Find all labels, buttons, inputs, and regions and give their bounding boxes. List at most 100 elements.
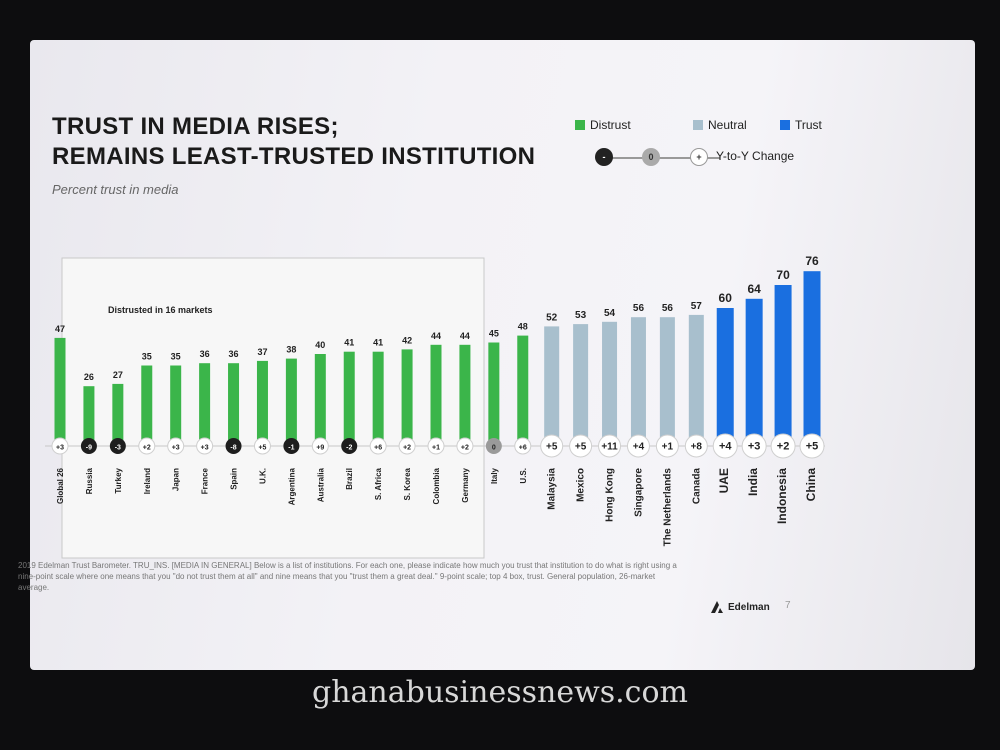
category-label-19: Hong Kong [605, 468, 616, 522]
category-label-6: Spain [230, 468, 239, 490]
bar-19 [602, 321, 618, 446]
footnote: 2019 Edelman Trust Barometer. TRU_INS. [… [18, 561, 677, 592]
category-label-12: S. Korea [403, 467, 412, 500]
yoy-legend-label: Y-to-Y Change [716, 149, 795, 163]
edelman-brand: Edelman [710, 600, 770, 614]
change-circle-11 [369, 437, 387, 455]
category-label-17: Malaysia [547, 468, 558, 510]
category-label-11: S. Africa [374, 467, 383, 500]
value-label-23: 60 [719, 291, 733, 305]
bar-18 [573, 324, 589, 446]
bar-16 [517, 335, 529, 446]
category-labels-group: Global 26 Russia Turkey Ireland Japan France S… [56, 467, 818, 546]
category-label-24: India [746, 468, 760, 496]
bar-12 [401, 349, 413, 446]
change-label-11: +6 [374, 445, 382, 452]
change-label-4: +3 [172, 445, 180, 452]
yoy-negative-circle: - [595, 148, 613, 166]
watermark: ghanabusinessnews.com [312, 675, 688, 710]
change-circle-17 [540, 434, 564, 458]
legend-trust-label: Trust [795, 118, 822, 132]
change-label-9: +9 [316, 445, 324, 452]
category-label-1: Russia [85, 467, 94, 494]
value-label-16: 48 [518, 322, 528, 332]
category-label-3: Ireland [143, 468, 152, 494]
yoy-zero-circle: 0 [642, 148, 660, 166]
value-label-15: 45 [489, 329, 499, 339]
labels-group: 47 26 27 35 35 36 36 37 38 40 41 41 42 44 44 45 48 52 53 54… [55, 254, 819, 382]
bar-21 [659, 317, 675, 446]
change-circle-5 [196, 437, 214, 455]
category-label-22: Canada [691, 468, 702, 505]
legend-distrust-label: Distrust [590, 118, 631, 132]
change-label-7: +5 [258, 445, 266, 452]
slide-title: TRUST IN MEDIA RISES; REMAINS LEAST-TRUS… [52, 112, 535, 172]
value-label-10: 41 [344, 338, 354, 348]
change-circle-9 [311, 437, 329, 455]
bar-10 [343, 351, 355, 446]
change-label-25: +2 [777, 441, 790, 453]
bar-3 [141, 365, 153, 446]
value-label-18: 53 [575, 310, 587, 321]
category-label-26: China [804, 468, 818, 502]
bar-23 [716, 308, 734, 446]
value-label-3: 35 [142, 352, 152, 362]
value-label-7: 37 [257, 347, 267, 357]
bar-8 [285, 358, 297, 446]
change-label-0: +3 [56, 445, 64, 452]
change-circle-8 [283, 438, 300, 454]
change-label-23: +4 [719, 441, 732, 453]
change-label-8: -1 [288, 445, 294, 452]
change-label-18: +5 [575, 442, 587, 453]
change-circle-23 [712, 433, 738, 459]
change-label-1: -9 [86, 445, 92, 452]
change-label-3: +2 [143, 445, 151, 452]
change-circle-0 [51, 437, 69, 455]
category-label-8: Argentina [287, 467, 296, 505]
bar-1 [83, 386, 95, 446]
change-label-22: +8 [691, 442, 703, 453]
change-label-12: +2 [403, 445, 411, 452]
change-circle-1 [80, 438, 97, 454]
value-label-20: 56 [633, 303, 645, 314]
bar-20 [630, 317, 646, 446]
category-label-21: The Netherlands [662, 468, 673, 547]
brand-name: Edelman [728, 601, 770, 613]
change-circle-18 [569, 434, 593, 458]
change-circle-13 [427, 437, 445, 455]
value-label-14: 44 [460, 331, 470, 341]
bar-6 [228, 363, 240, 446]
value-label-17: 52 [546, 312, 558, 323]
change-circle-20 [626, 434, 650, 458]
bar-25 [774, 285, 792, 446]
change-circles-group: +3 -9 -3 +2 +3 +3 -8 +5 -1 +9 -2 +6 +2 +1 +2 0 +6 +5 +5 +11… [51, 433, 825, 459]
value-label-2: 27 [113, 370, 123, 380]
bar-13 [430, 344, 442, 446]
category-label-16: U.S. [519, 468, 528, 484]
change-label-21: +1 [662, 442, 674, 453]
category-label-9: Australia [316, 467, 325, 502]
legend-trust: Trust [780, 118, 822, 132]
change-label-6: -8 [230, 445, 236, 452]
page-number: 7 [785, 600, 791, 611]
trust-swatch [780, 120, 790, 130]
bar-24 [745, 298, 763, 446]
category-label-18: Mexico [576, 468, 587, 502]
category-label-25: Indonesia [775, 468, 789, 524]
bars-group [54, 271, 821, 446]
change-circle-7 [253, 437, 271, 455]
category-label-13: Colombia [432, 467, 441, 504]
bar-4 [170, 365, 182, 446]
bar-9 [314, 354, 326, 446]
bar-0 [54, 337, 66, 446]
bar-14 [459, 344, 471, 446]
bar-17 [544, 326, 560, 446]
value-label-4: 35 [171, 352, 181, 362]
change-label-5: +3 [201, 445, 209, 452]
change-label-20: +4 [633, 442, 645, 453]
change-circle-26 [799, 433, 825, 459]
category-label-0: Global 26 [56, 467, 65, 504]
category-label-10: Brazil [345, 468, 354, 490]
category-label-23: UAE [717, 468, 731, 493]
change-label-19: +11 [601, 442, 618, 453]
